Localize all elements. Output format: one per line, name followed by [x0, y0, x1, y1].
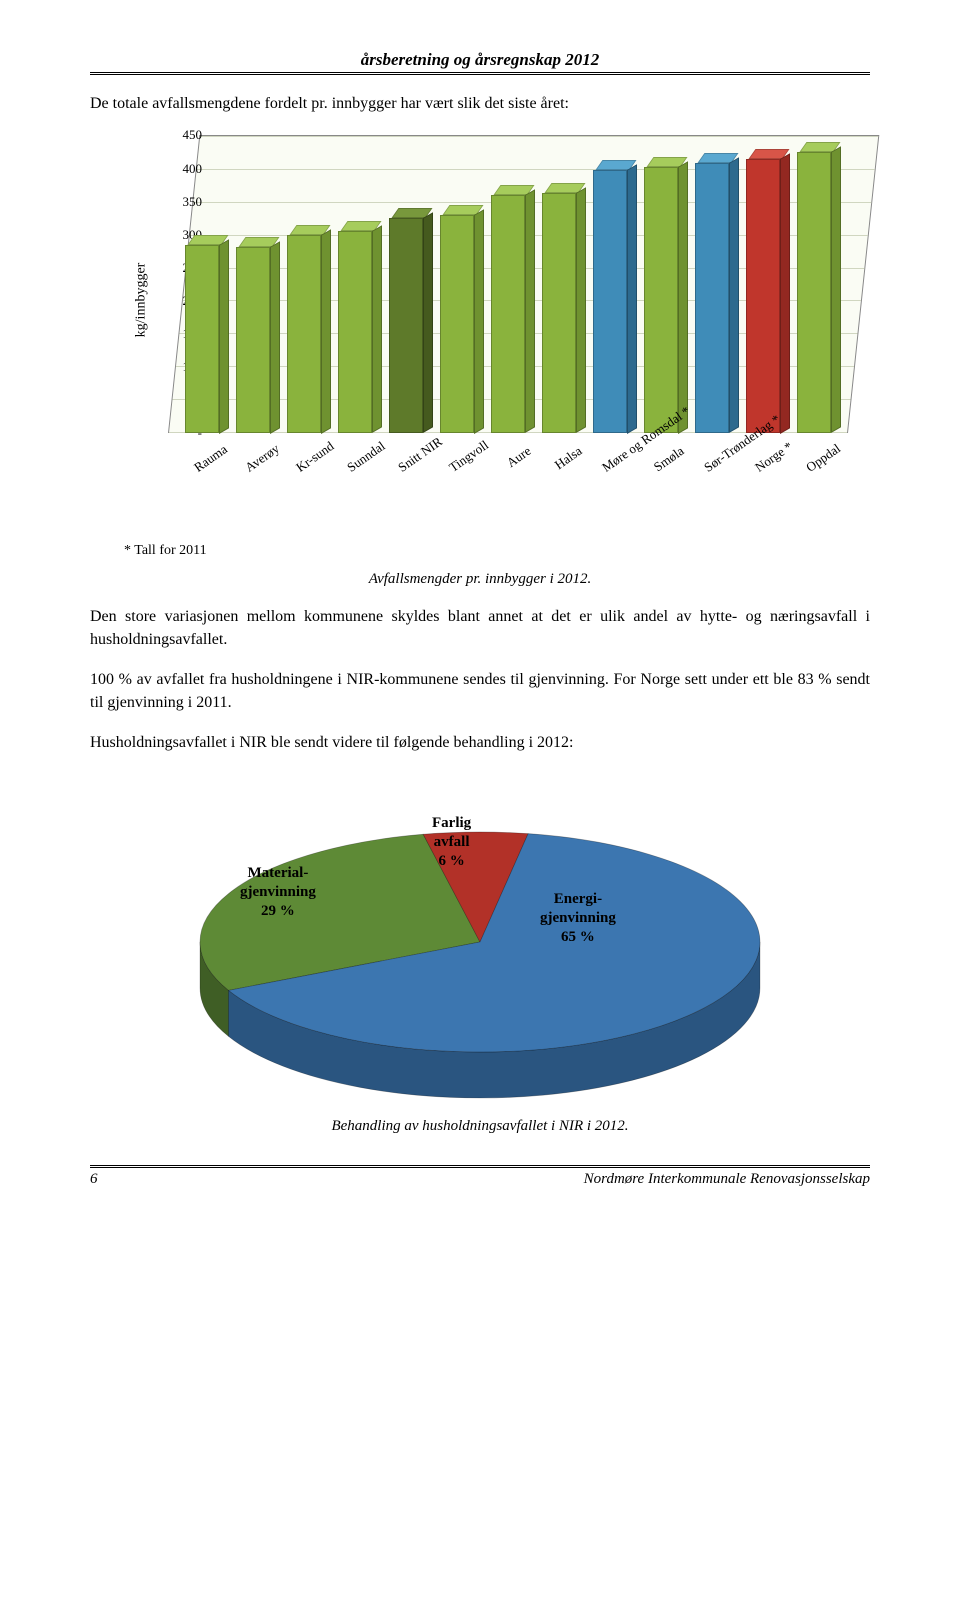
bar-front	[746, 159, 780, 434]
pie-label-material: Material- gjenvinning 29 %	[240, 864, 316, 920]
bar-front	[542, 193, 576, 433]
paragraph-1: Den store variasjonen mellom kommunene s…	[90, 606, 870, 651]
bar	[389, 218, 423, 433]
bar-front	[644, 167, 678, 434]
bar-front	[440, 215, 474, 434]
pie-chart-caption: Behandling av husholdningsavfallet i NIR…	[90, 1118, 870, 1135]
pie-label-line: Material-	[240, 864, 316, 883]
pie-label-line: 29 %	[240, 902, 316, 921]
bar	[440, 215, 474, 434]
bar	[491, 195, 525, 433]
header-rule-1	[90, 72, 870, 73]
bar-side	[321, 229, 331, 433]
bar-front	[338, 231, 372, 433]
paragraph-3: Husholdningsavfallet i NIR ble sendt vid…	[90, 732, 870, 754]
pie-chart-svg	[170, 772, 790, 1112]
bar-chart-footnote: * Tall for 2011	[124, 543, 860, 559]
bar-chart: kg/innbygger -50100150200250300350400450…	[100, 125, 860, 559]
pie-label-line: gjenvinning	[540, 909, 616, 928]
bar	[695, 163, 729, 433]
bar-front	[593, 170, 627, 434]
bar-bars-layer	[168, 135, 848, 433]
bar	[746, 159, 780, 434]
bar	[287, 235, 321, 434]
pie-label-line: 65 %	[540, 928, 616, 947]
bar-side	[729, 157, 739, 433]
header-rule-2	[90, 74, 870, 75]
bar-side	[474, 209, 484, 433]
pie-label-line: 6 %	[432, 852, 471, 871]
bar	[797, 152, 831, 433]
bar-side	[627, 164, 637, 433]
bar-side	[780, 153, 790, 434]
pie-chart: Material- gjenvinning 29 % Farlig avfall…	[170, 772, 790, 1112]
footer-org-name: Nordmøre Interkommunale Renovasjonsselsk…	[584, 1171, 870, 1188]
bar-front	[185, 245, 219, 434]
page-footer: 6 Nordmøre Interkommunale Renovasjonssel…	[90, 1165, 870, 1188]
pie-label-line: gjenvinning	[240, 883, 316, 902]
bar	[185, 245, 219, 434]
bar-side	[678, 161, 688, 434]
bar-front	[287, 235, 321, 434]
page-header-title: årsberetning og årsregnskap 2012	[90, 50, 870, 70]
bar-front	[797, 152, 831, 433]
pie-label-line: Energi-	[540, 890, 616, 909]
pie-label-line: avfall	[432, 833, 471, 852]
bar-side	[831, 146, 841, 433]
bar-chart-canvas: kg/innbygger -50100150200250300350400450…	[100, 125, 860, 475]
bar-side	[423, 212, 433, 433]
bar	[542, 193, 576, 433]
bar-front	[236, 247, 270, 434]
bar-x-labels: RaumaAverøyKr-sundSunndalSnitt NIRTingvo…	[168, 439, 848, 535]
footer-page-number: 6	[90, 1171, 98, 1188]
bar-front	[389, 218, 423, 433]
bar-side	[219, 239, 229, 433]
bar	[644, 167, 678, 434]
bar	[236, 247, 270, 434]
bar-front	[695, 163, 729, 433]
bar-side	[576, 187, 586, 433]
paragraph-2: 100 % av avfallet fra husholdningene i N…	[90, 669, 870, 714]
footer-rule-1	[90, 1165, 870, 1166]
bar-side	[270, 241, 280, 434]
footer-rule-2	[90, 1167, 870, 1168]
pie-label-farlig: Farlig avfall 6 %	[432, 814, 471, 870]
footer-row: 6 Nordmøre Interkommunale Renovasjonssel…	[90, 1169, 870, 1188]
document-page: årsberetning og årsregnskap 2012 De tota…	[0, 0, 960, 1228]
bar-side	[525, 189, 535, 433]
bar	[593, 170, 627, 434]
pie-label-line: Farlig	[432, 814, 471, 833]
bar-front	[491, 195, 525, 433]
pie-label-energi: Energi- gjenvinning 65 %	[540, 890, 616, 946]
bar-side	[372, 226, 382, 434]
bar	[338, 231, 372, 433]
intro-paragraph: De totale avfallsmengdene fordelt pr. in…	[90, 93, 870, 115]
bar-chart-caption: Avfallsmengder pr. innbygger i 2012.	[90, 571, 870, 588]
